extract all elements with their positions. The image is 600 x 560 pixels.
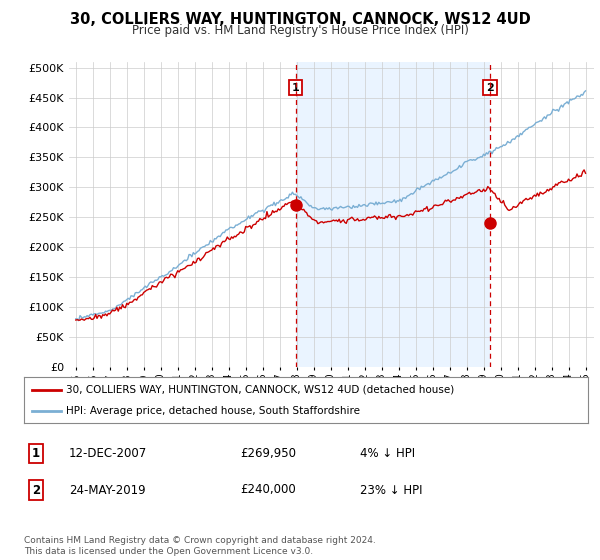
Text: HPI: Average price, detached house, South Staffordshire: HPI: Average price, detached house, Sout… — [66, 407, 360, 416]
Text: £240,000: £240,000 — [240, 483, 296, 497]
Text: 30, COLLIERS WAY, HUNTINGTON, CANNOCK, WS12 4UD: 30, COLLIERS WAY, HUNTINGTON, CANNOCK, W… — [70, 12, 530, 27]
Text: 2: 2 — [32, 483, 40, 497]
Text: Contains HM Land Registry data © Crown copyright and database right 2024.
This d: Contains HM Land Registry data © Crown c… — [24, 536, 376, 556]
Text: 30, COLLIERS WAY, HUNTINGTON, CANNOCK, WS12 4UD (detached house): 30, COLLIERS WAY, HUNTINGTON, CANNOCK, W… — [66, 385, 455, 395]
Text: 1: 1 — [292, 82, 299, 92]
Text: 1: 1 — [32, 447, 40, 460]
Text: 24-MAY-2019: 24-MAY-2019 — [69, 483, 146, 497]
Text: 12-DEC-2007: 12-DEC-2007 — [69, 447, 147, 460]
Text: 23% ↓ HPI: 23% ↓ HPI — [360, 483, 422, 497]
Bar — [296, 62, 490, 367]
Text: Price paid vs. HM Land Registry's House Price Index (HPI): Price paid vs. HM Land Registry's House … — [131, 24, 469, 36]
Text: 2: 2 — [486, 82, 494, 92]
Text: 4% ↓ HPI: 4% ↓ HPI — [360, 447, 415, 460]
Text: £269,950: £269,950 — [240, 447, 296, 460]
